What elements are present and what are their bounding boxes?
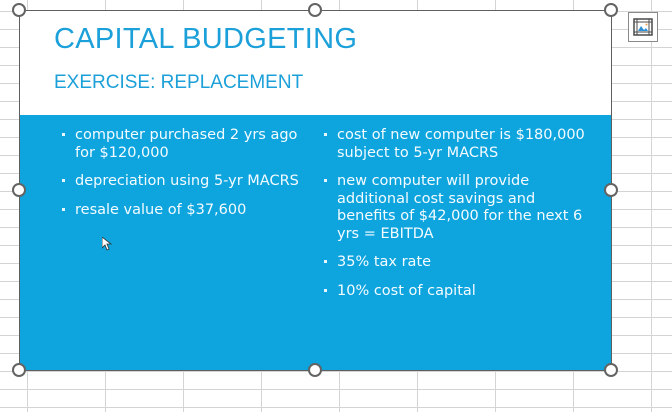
bullet-item: new computer will provide additional cos…: [322, 173, 592, 243]
content-band: computer purchased 2 yrs ago for $120,00…: [20, 115, 611, 370]
mouse-cursor-icon: [102, 237, 112, 251]
bullet-icon: [62, 207, 65, 211]
slide-image[interactable]: CAPITAL BUDGETING EXERCISE: REPLACEMENT …: [19, 10, 612, 371]
resize-handle-bottom[interactable]: [308, 363, 322, 377]
bullet-item: computer purchased 2 yrs ago for $120,00…: [60, 127, 305, 162]
resize-handle-top[interactable]: [308, 3, 322, 17]
resize-handle-bottom-right[interactable]: [604, 363, 618, 377]
resize-handle-bottom-left[interactable]: [12, 363, 26, 377]
left-bullet-list: computer purchased 2 yrs ago for $120,00…: [60, 127, 305, 230]
bullet-icon: [62, 179, 65, 182]
layout-options-button[interactable]: [628, 12, 658, 42]
slide-subtitle: EXERCISE: REPLACEMENT: [54, 72, 304, 93]
bullet-item: resale value of $37,600: [60, 202, 305, 220]
resize-handle-top-left[interactable]: [12, 3, 26, 17]
bullet-item: cost of new computer is $180,000 subject…: [322, 127, 592, 162]
bullet-icon: [324, 133, 327, 136]
resize-handle-left[interactable]: [12, 183, 26, 197]
resize-handle-right[interactable]: [604, 183, 618, 197]
right-bullet-list: cost of new computer is $180,000 subject…: [322, 127, 592, 311]
bullet-item: depreciation using 5-yr MACRS: [60, 173, 305, 191]
bullet-icon: [324, 260, 327, 263]
layout-options-icon: [633, 18, 653, 36]
bullet-icon: [62, 133, 65, 136]
slide-title: CAPITAL BUDGETING: [54, 23, 358, 55]
bullet-item: 35% tax rate: [322, 254, 592, 272]
bullet-icon: [324, 288, 327, 292]
bullet-item: 10% cost of capital: [322, 283, 592, 301]
resize-handle-top-right[interactable]: [604, 3, 618, 17]
bullet-icon: [324, 179, 327, 182]
